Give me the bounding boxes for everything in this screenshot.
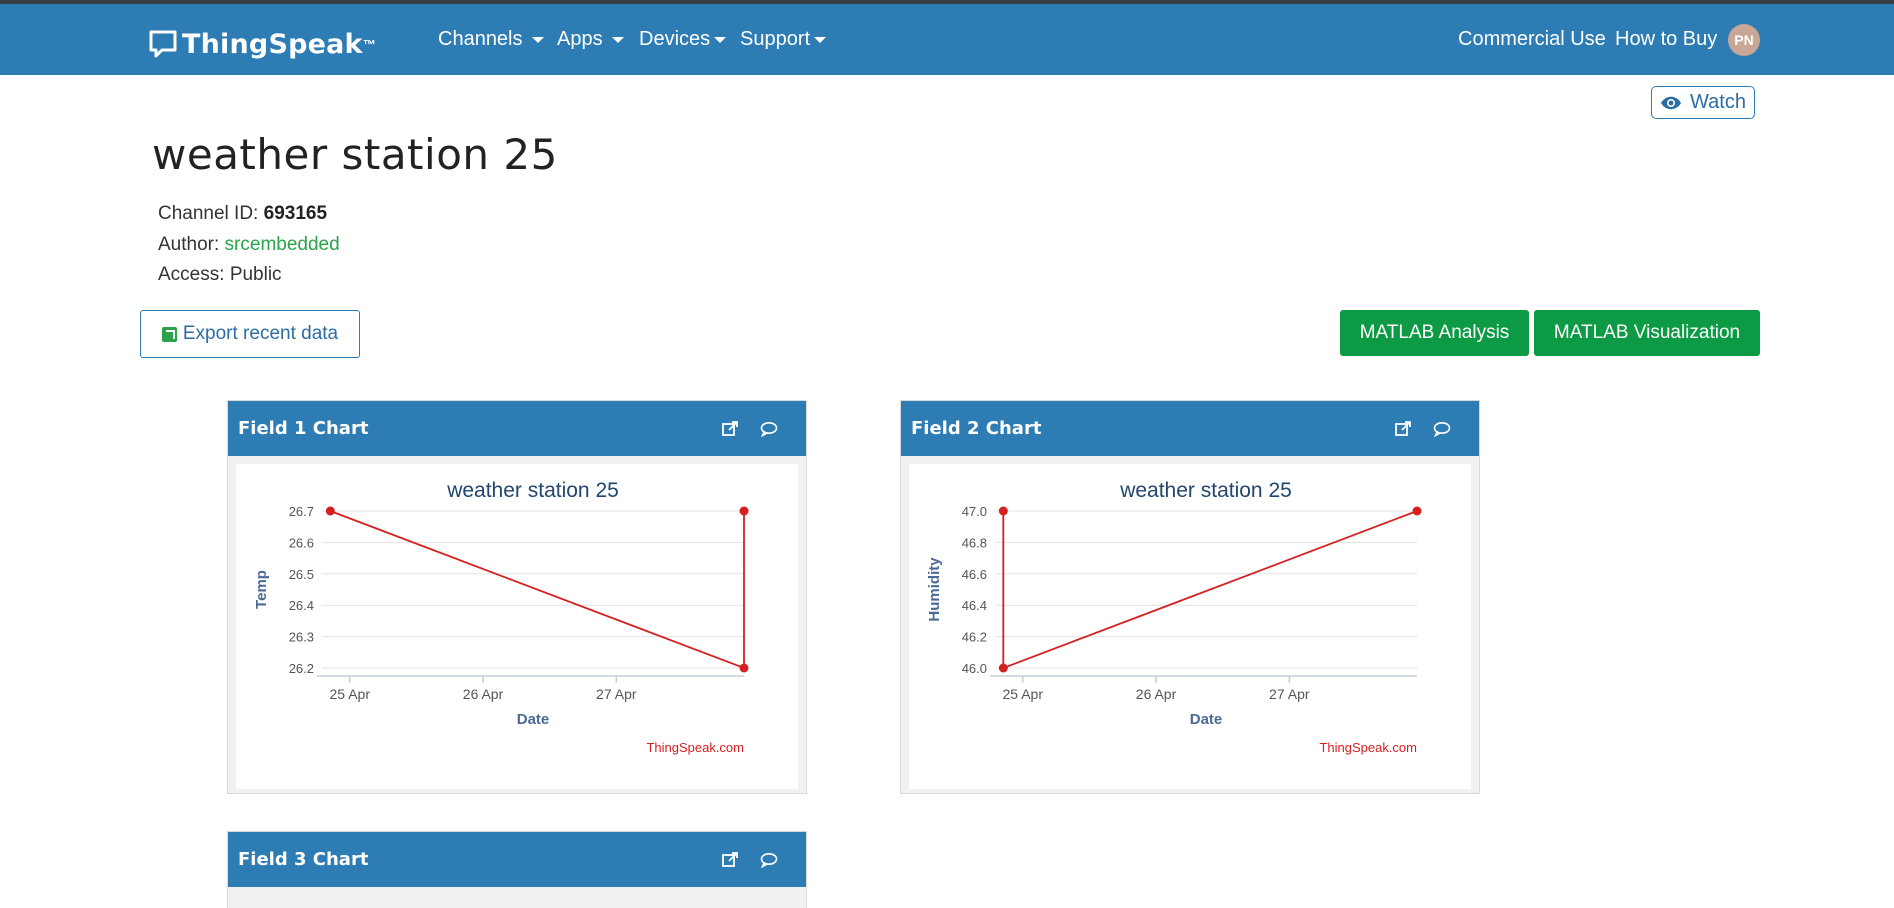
x-tick-label: 27 Apr <box>1269 686 1310 702</box>
data-point[interactable] <box>739 506 749 516</box>
comment-icon[interactable] <box>760 421 778 437</box>
y-tick-label: 26.5 <box>289 567 314 582</box>
y-tick-label: 46.6 <box>962 567 987 582</box>
panel-title: Field 2 Chart <box>911 418 1042 439</box>
panel-title: Field 3 Chart <box>238 849 369 870</box>
nav-channels-menu[interactable]: Channels <box>438 4 544 75</box>
chevron-down-icon <box>531 36 544 43</box>
chart-credit: ThingSpeak.com <box>1319 740 1417 755</box>
nav-support-label: Support <box>740 28 811 50</box>
field-3-chart-panel: Field 3 Chart <box>227 831 807 908</box>
brand-name: ThingSpeak <box>182 28 363 60</box>
data-point[interactable] <box>739 663 749 673</box>
data-point[interactable] <box>998 506 1008 516</box>
x-tick-label: 25 Apr <box>330 686 371 702</box>
y-tick-label: 26.6 <box>289 535 314 550</box>
speech-bubble-icon <box>149 30 177 58</box>
field-1-line-chart: weather station 25 26.7 26.6 26.5 26.4 26.3 26… <box>253 479 749 755</box>
y-tick-label: 46.8 <box>962 535 987 550</box>
page-title: weather station 25 <box>152 130 558 179</box>
export-label: Export recent data <box>182 323 339 344</box>
y-axis-label: Temp <box>253 570 270 609</box>
access-value: Public <box>229 264 282 285</box>
chart-credit: ThingSpeak.com <box>646 740 744 755</box>
access-row: Access: Public <box>158 264 282 286</box>
x-axis-label: Date <box>517 711 550 728</box>
nav-apps-label: Apps <box>557 28 603 50</box>
y-tick-label: 26.2 <box>289 661 314 676</box>
chevron-down-icon <box>814 36 827 43</box>
series-line <box>329 510 745 670</box>
watch-button[interactable]: Watch <box>1651 86 1755 119</box>
chart-title: weather station 25 <box>1119 479 1292 502</box>
panel-header: Field 1 Chart <box>228 401 806 456</box>
y-axis-label: Humidity <box>926 557 943 622</box>
nav-support-menu[interactable]: Support <box>740 4 827 75</box>
panel-header: Field 2 Chart <box>901 401 1479 456</box>
panel-header: Field 3 Chart <box>228 832 806 887</box>
comment-icon[interactable] <box>1433 421 1451 437</box>
chevron-down-icon <box>611 36 624 43</box>
series-line <box>1002 510 1418 670</box>
x-tick-label: 26 Apr <box>463 686 504 702</box>
y-tick-label: 47.0 <box>962 504 987 519</box>
y-tick-label: 46.4 <box>962 598 987 613</box>
data-point[interactable] <box>325 506 335 516</box>
field-2-line-chart: weather station 25 47.0 46.8 46.6 46.4 46.2 46… <box>926 479 1422 755</box>
window-top-strip <box>0 0 1894 4</box>
nav-devices-menu[interactable]: Devices <box>639 4 727 75</box>
y-tick-label: 26.7 <box>289 504 314 519</box>
author-row: Author: srcembedded <box>158 234 340 256</box>
x-tick-label: 26 Apr <box>1136 686 1177 702</box>
nav-devices-label: Devices <box>639 28 711 50</box>
channel-id-row: Channel ID: 693165 <box>158 203 327 225</box>
avatar[interactable]: PN <box>1728 24 1760 56</box>
y-tick-label: 46.2 <box>962 630 987 645</box>
export-icon <box>161 326 177 342</box>
field-1-chart-panel: Field 1 Chart weather station 25 26.7 26.6… <box>227 400 807 794</box>
nav-how-to-buy[interactable]: How to Buy <box>1615 28 1718 50</box>
field-2-chart-panel: Field 2 Chart weather station 25 47.0 46.8… <box>900 400 1480 794</box>
comment-icon[interactable] <box>760 852 778 868</box>
access-label: Access: <box>158 264 225 285</box>
chart-title: weather station 25 <box>446 479 619 502</box>
matlab-analysis-button[interactable]: MATLAB Analysis <box>1340 310 1529 356</box>
watch-label: Watch <box>1690 91 1746 113</box>
y-tick-label: 26.4 <box>289 598 314 613</box>
external-link-icon[interactable] <box>1394 420 1412 438</box>
chart-area: weather station 25 26.7 26.6 26.5 26.4 26.3 26… <box>236 464 798 789</box>
author-link[interactable]: srcembedded <box>224 234 340 255</box>
data-point[interactable] <box>998 663 1008 673</box>
export-recent-data-button[interactable]: Export recent data <box>140 310 360 358</box>
panel-title: Field 1 Chart <box>238 418 369 439</box>
channel-id-value: 693165 <box>263 203 328 224</box>
nav-commercial-use[interactable]: Commercial Use <box>1458 28 1606 50</box>
chevron-down-icon <box>714 36 727 43</box>
author-label: Author: <box>158 234 220 255</box>
thingspeak-logo[interactable]: ThingSpeak ™ <box>148 24 376 64</box>
eye-icon <box>1661 96 1682 109</box>
x-tick-label: 27 Apr <box>596 686 637 702</box>
external-link-icon[interactable] <box>721 420 739 438</box>
x-tick-label: 25 Apr <box>1003 686 1044 702</box>
nav-apps-menu[interactable]: Apps <box>557 4 624 75</box>
y-tick-label: 26.3 <box>289 630 314 645</box>
data-point[interactable] <box>1412 506 1422 516</box>
x-axis-label: Date <box>1190 711 1223 728</box>
matlab-visualization-button[interactable]: MATLAB Visualization <box>1534 310 1760 356</box>
external-link-icon[interactable] <box>721 851 739 869</box>
y-tick-label: 46.0 <box>962 661 987 676</box>
channel-id-label: Channel ID: <box>158 203 259 224</box>
nav-channels-label: Channels <box>438 28 523 50</box>
top-navbar: ThingSpeak ™ Channels Apps Devices Suppo… <box>0 4 1894 75</box>
brand-trademark: ™ <box>362 36 376 52</box>
chart-area: weather station 25 47.0 46.8 46.6 46.4 46.2 46… <box>909 464 1471 789</box>
